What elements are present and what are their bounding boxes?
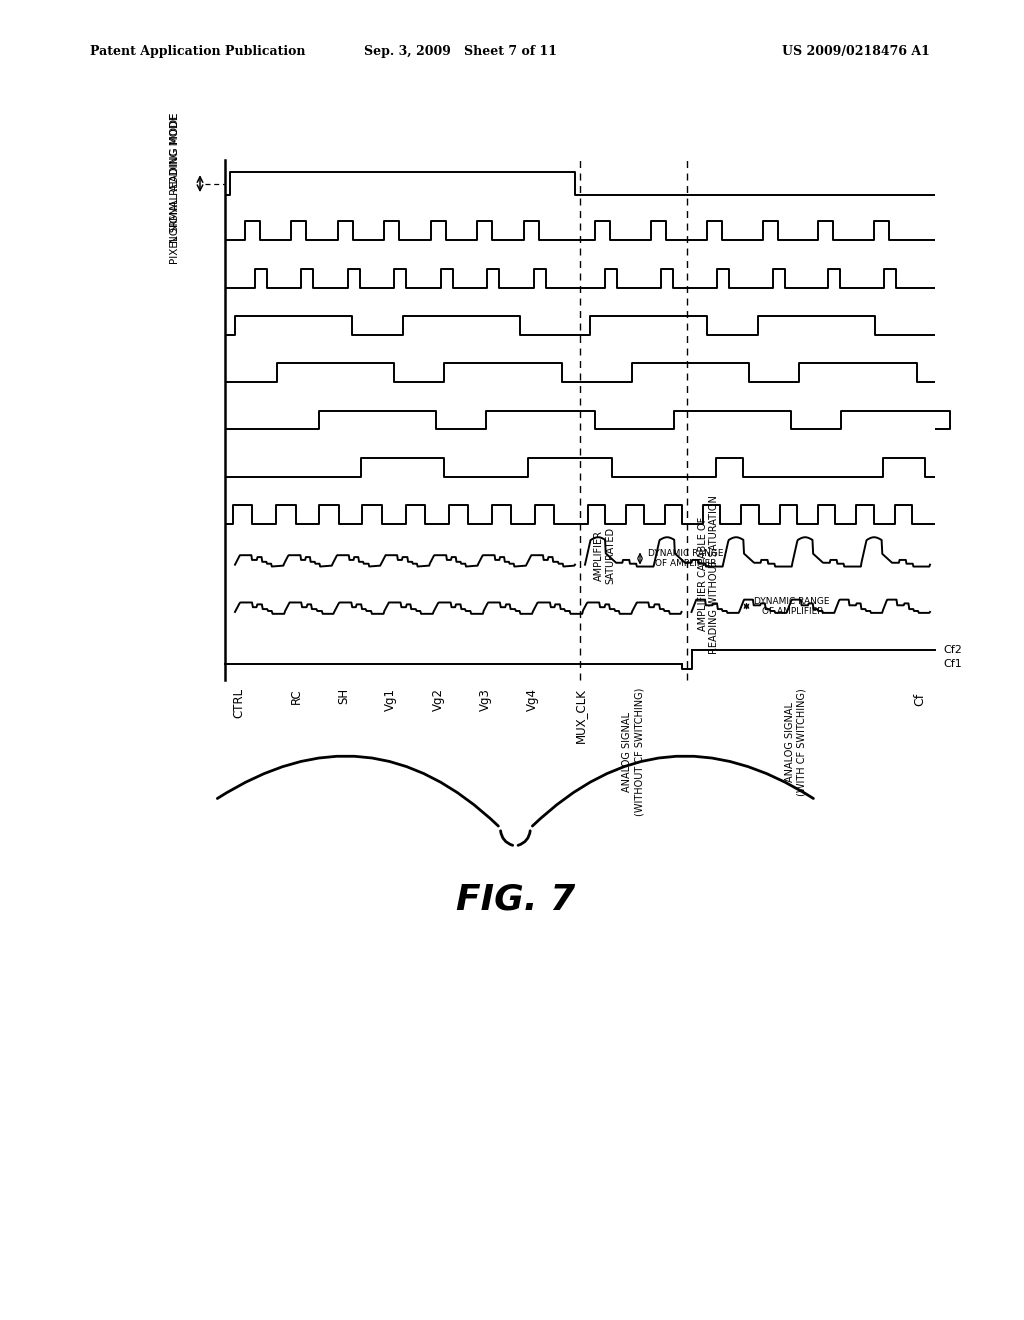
Text: Vg2: Vg2: [431, 688, 444, 711]
Text: SH: SH: [337, 688, 350, 704]
Text: Vg4: Vg4: [526, 688, 540, 711]
Text: Vg1: Vg1: [384, 688, 397, 711]
Text: Cf2: Cf2: [943, 644, 962, 655]
Text: NORMAL READING MODE: NORMAL READING MODE: [170, 112, 180, 243]
Text: MUX_CLK: MUX_CLK: [573, 688, 587, 743]
Text: US 2009/0218476 A1: US 2009/0218476 A1: [782, 45, 930, 58]
Text: CTRL: CTRL: [232, 688, 246, 718]
Text: DYNAMIC RANGE
OF AMPLIFIER: DYNAMIC RANGE OF AMPLIFIER: [755, 597, 830, 616]
Text: RC: RC: [290, 688, 302, 704]
Text: AMPLIFIER CAPABLE OF
READING WITHOUT SATURATION: AMPLIFIER CAPABLE OF READING WITHOUT SAT…: [697, 495, 719, 653]
Text: Cf1: Cf1: [943, 659, 962, 669]
Text: AMPLIFIER
SATURATED: AMPLIFIER SATURATED: [594, 527, 615, 583]
Text: Patent Application Publication: Patent Application Publication: [90, 45, 305, 58]
Text: ANALOG SIGNAL
(WITHOUT CF SWITCHING): ANALOG SIGNAL (WITHOUT CF SWITCHING): [623, 688, 644, 816]
Text: Cf: Cf: [913, 693, 927, 706]
Text: DYNAMIC RANGE
OF AMPLIFIER: DYNAMIC RANGE OF AMPLIFIER: [648, 549, 724, 568]
Text: PIXEL SIGNAL ADDING MODE: PIXEL SIGNAL ADDING MODE: [170, 114, 180, 264]
Text: Sep. 3, 2009   Sheet 7 of 11: Sep. 3, 2009 Sheet 7 of 11: [364, 45, 556, 58]
Text: Vg3: Vg3: [479, 688, 492, 711]
Text: FIG. 7: FIG. 7: [456, 883, 575, 917]
Text: ANALOG SIGNAL
(WITH CF SWITCHING): ANALOG SIGNAL (WITH CF SWITCHING): [785, 688, 807, 796]
